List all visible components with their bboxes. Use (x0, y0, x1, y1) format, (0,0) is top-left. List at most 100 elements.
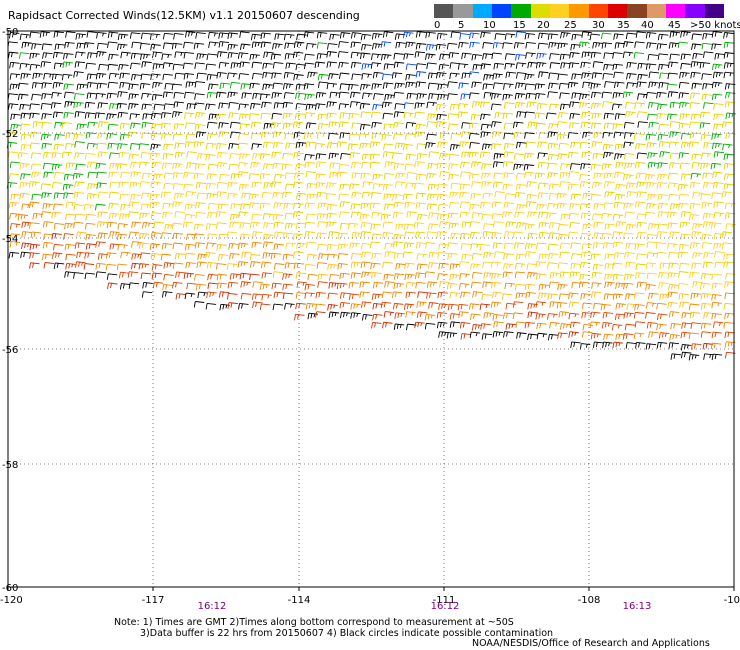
wind-barb (370, 111, 382, 119)
wind-barb (361, 63, 372, 70)
legend-labels: 0 5 10 15 20 25 30 35 40 45 >50 knots (434, 20, 740, 34)
wind-barb (437, 141, 448, 149)
wind-barb (339, 32, 351, 39)
wind-barb (613, 81, 625, 89)
wind-barb (339, 83, 351, 90)
wind-barb (86, 73, 98, 81)
wind-barb (603, 202, 615, 209)
wind-barb (73, 71, 84, 78)
axis-ticks: -120 -117 -114 -111 -108 -10-50-52-54-56-58-6… (0, 27, 740, 612)
wind-barb (382, 151, 394, 158)
wind-barb (292, 121, 304, 128)
wind-barb (96, 142, 107, 150)
wind-barb (568, 301, 580, 308)
wind-barb (593, 203, 604, 210)
wind-barb (556, 202, 568, 210)
wind-barb (74, 242, 86, 249)
wind-barb (120, 251, 131, 259)
wind-barb (723, 32, 734, 39)
wind-barb (559, 181, 570, 188)
wind-barb (581, 243, 593, 250)
wind-barb (702, 261, 714, 269)
wind-barb (284, 42, 295, 49)
wind-barb (109, 152, 120, 159)
wind-barb (527, 311, 538, 318)
wind-barb (414, 102, 425, 109)
wind-barb (712, 171, 723, 179)
wind-barb (162, 42, 174, 49)
wind-barb (582, 324, 594, 331)
wind-barb (142, 281, 153, 289)
wind-barb (207, 233, 218, 240)
wind-barb (525, 41, 536, 49)
wind-barb (251, 293, 263, 300)
wind-barb (516, 141, 527, 149)
wind-barb (194, 81, 206, 88)
legend-label: 20 (537, 20, 550, 31)
wind-barb (51, 152, 62, 159)
wind-barb (205, 153, 216, 161)
wind-barb (603, 112, 615, 120)
wind-barb (438, 262, 449, 270)
wind-barb (613, 201, 625, 209)
wind-barb (304, 154, 315, 161)
wind-barb (348, 112, 359, 120)
wind-barb (657, 33, 669, 41)
wind-barb (669, 131, 680, 138)
wind-barb (284, 222, 296, 230)
wind-barb (128, 93, 139, 100)
wind-barb (75, 51, 86, 58)
wind-barb (248, 173, 260, 180)
wind-barb (293, 251, 304, 258)
wind-barb (668, 42, 680, 49)
wind-barb (492, 331, 504, 338)
wind-barb (172, 281, 183, 289)
wind-barb (337, 243, 348, 251)
wind-barb (426, 203, 438, 210)
wind-barb (721, 231, 733, 238)
wind-barb (645, 302, 657, 309)
wind-barb (482, 192, 494, 200)
wind-barb (713, 123, 724, 130)
wind-barb (668, 162, 680, 169)
wind-barb (527, 61, 538, 69)
wind-barb (481, 213, 492, 221)
wind-barb (449, 273, 460, 281)
wind-barb (436, 162, 448, 170)
wind-barb (461, 72, 472, 80)
wind-barb (74, 111, 86, 118)
wind-barb (703, 181, 714, 189)
wind-barb (118, 271, 130, 279)
wind-barb (634, 243, 645, 250)
wind-barb (679, 262, 690, 270)
wind-barb (428, 302, 439, 309)
wind-barb (205, 251, 216, 259)
wind-barb (601, 163, 613, 170)
wind-barb (117, 111, 128, 119)
wind-barb (502, 183, 513, 191)
wind-barb (172, 162, 183, 170)
wind-barb (206, 73, 218, 81)
wind-barb (469, 221, 480, 228)
wind-barb (349, 183, 360, 190)
wind-barb (206, 91, 218, 99)
wind-barb (547, 172, 558, 179)
wind-barb (359, 281, 370, 288)
wind-barb (74, 181, 85, 188)
wind-barb (150, 143, 161, 151)
wind-barb (174, 72, 185, 80)
wind-barb (471, 271, 483, 279)
wind-barb (393, 201, 404, 209)
wind-barb (582, 192, 593, 200)
wind-barb (75, 163, 86, 171)
wind-barb (646, 113, 658, 121)
wind-barb (724, 312, 735, 320)
wind-barb (458, 261, 470, 268)
wind-barb (688, 141, 700, 148)
wind-barb (590, 122, 602, 129)
wind-barb (666, 83, 678, 91)
wind-barb (590, 82, 601, 90)
wind-barb (678, 293, 689, 300)
wind-barb (175, 293, 187, 300)
wind-barb (96, 31, 107, 39)
